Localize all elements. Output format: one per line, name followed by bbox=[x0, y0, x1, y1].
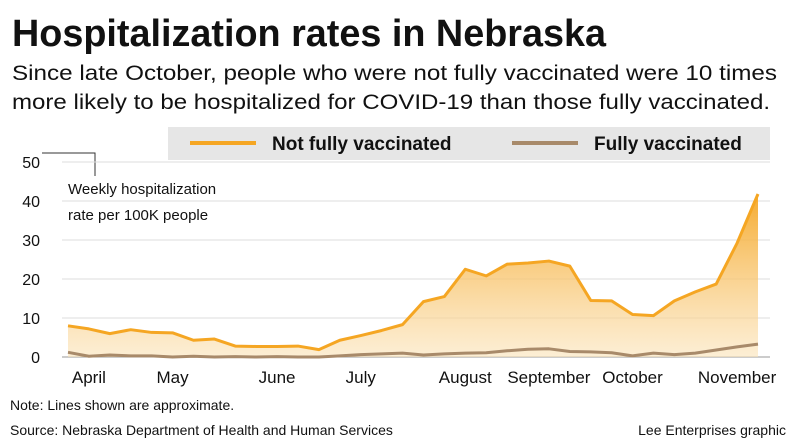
x-tick-label: September bbox=[507, 368, 590, 387]
series-line bbox=[67, 342, 759, 359]
y-tick-label: 30 bbox=[22, 233, 40, 250]
legend-label: Not fully vaccinated bbox=[272, 134, 452, 155]
x-tick-label: November bbox=[698, 368, 777, 387]
source: Source: Nebraska Department of Health an… bbox=[10, 422, 393, 438]
credit: Lee Enterprises graphic bbox=[638, 422, 786, 438]
legend-box bbox=[168, 127, 770, 160]
legend-label: Fully vaccinated bbox=[594, 134, 742, 155]
x-tick-label: June bbox=[259, 368, 296, 387]
y-tick-label: 10 bbox=[22, 311, 40, 328]
y-axis-label: Weekly hospitalization bbox=[68, 181, 216, 198]
area bbox=[68, 193, 758, 357]
y-tick-label: 0 bbox=[31, 350, 40, 367]
x-tick-label: July bbox=[346, 368, 377, 387]
y-axis-label: rate per 100K people bbox=[68, 207, 208, 224]
subtitle: more likely to be hospitalized for COVID… bbox=[12, 91, 770, 114]
y-tick-label: 40 bbox=[22, 194, 40, 211]
label-bracket bbox=[42, 152, 96, 176]
x-tick-label: October bbox=[602, 368, 663, 387]
x-tick-label: May bbox=[156, 368, 189, 387]
y-tick-label: 50 bbox=[22, 155, 40, 172]
x-tick-label: April bbox=[72, 368, 106, 387]
x-tick-label: August bbox=[439, 368, 492, 387]
series-line bbox=[67, 193, 760, 352]
y-tick-label: 20 bbox=[22, 272, 40, 289]
note: Note: Lines shown are approximate. bbox=[10, 397, 234, 413]
chart-title: Hospitalization rates in Nebraska bbox=[12, 13, 607, 55]
subtitle: Since late October, people who were not … bbox=[12, 62, 777, 85]
